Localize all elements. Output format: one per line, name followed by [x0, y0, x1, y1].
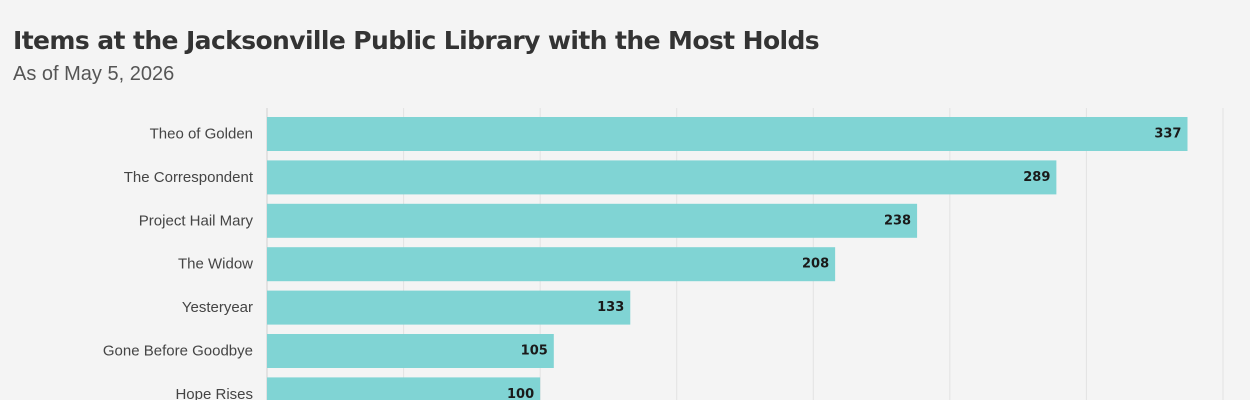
bar [267, 247, 836, 282]
labels: Theo of Golden 337 The Correspondent 289 Pro… [103, 126, 1182, 400]
category-label: Gone Before Goodbye [103, 343, 253, 360]
bar [267, 203, 918, 238]
value-label: 105 [521, 344, 548, 359]
bars [267, 117, 1188, 400]
value-label: 238 [884, 213, 911, 228]
value-label: 208 [802, 257, 829, 272]
value-label: 337 [1154, 127, 1181, 142]
category-label: The Correspondent [124, 169, 254, 186]
value-label: 133 [597, 300, 624, 315]
bar [267, 377, 541, 400]
value-label: 289 [1023, 170, 1050, 185]
chart-subtitle: As of May 5, 2026 [13, 63, 175, 85]
category-label: The Widow [178, 256, 253, 273]
bar [267, 117, 1188, 151]
bar [267, 290, 631, 325]
category-label: Theo of Golden [150, 126, 253, 143]
bar [267, 160, 1057, 195]
bar [267, 334, 554, 368]
category-label: Project Hail Mary [139, 212, 254, 229]
chart-title: Items at the Jacksonville Public Library… [13, 26, 820, 55]
category-label: Yesteryear [182, 299, 253, 316]
category-label: Hope Rises [175, 386, 253, 400]
value-label: 100 [507, 387, 534, 400]
